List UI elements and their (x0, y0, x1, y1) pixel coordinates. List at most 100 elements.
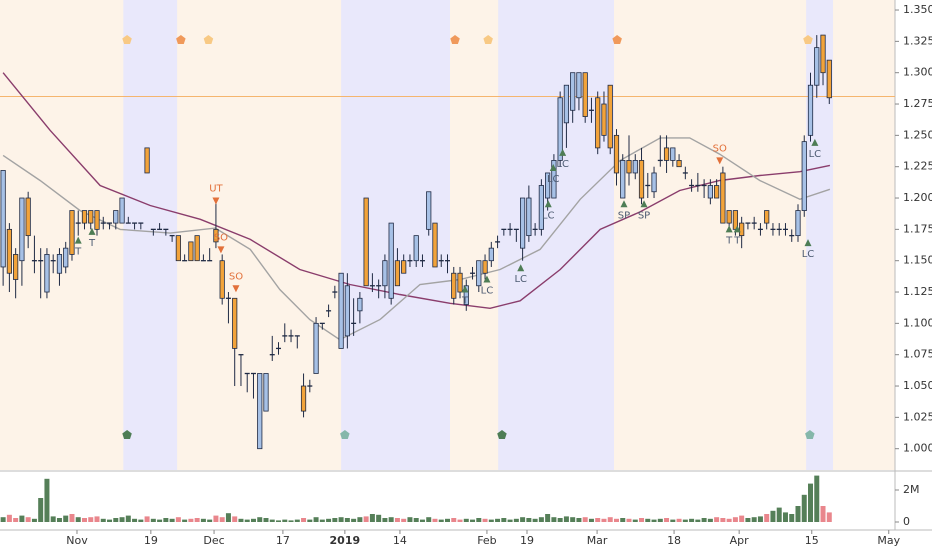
y-tick-label: 1.275 (903, 97, 932, 110)
volume-bar (607, 517, 613, 522)
candle-body (426, 191, 432, 230)
volume-bar (595, 518, 601, 522)
candle-body (739, 222, 745, 237)
volume-bar (651, 519, 657, 522)
candle-body (144, 147, 150, 174)
volume-bar (200, 518, 206, 522)
volume-bar (457, 519, 463, 522)
volume-bar (169, 518, 175, 522)
bottom-marker (497, 430, 507, 439)
volume-bar (369, 514, 375, 522)
top-marker (176, 35, 186, 44)
signal-label: SO (713, 143, 727, 154)
signal-triangle (212, 197, 220, 205)
volume-bar (100, 518, 106, 522)
candle-body (570, 72, 576, 111)
candle-body (388, 222, 394, 299)
candle-body (19, 197, 25, 262)
volume-bar (413, 518, 419, 522)
volume-bar (545, 514, 551, 522)
volume-bar (238, 518, 244, 522)
volume-bar (576, 518, 582, 522)
y-tick-label: 1.325 (903, 34, 932, 47)
y-tick-label: 1.025 (903, 410, 932, 423)
signal-triangle (559, 148, 567, 156)
x-tick-label: Apr (730, 534, 750, 547)
top-marker (450, 35, 460, 44)
volume-bar (282, 519, 288, 522)
x-tick-label: 2019 (330, 534, 361, 547)
candle-body (557, 97, 563, 161)
signal-triangle (725, 225, 733, 233)
candle-body (13, 254, 19, 280)
candle-body (88, 210, 94, 224)
volume-bar (620, 518, 626, 522)
candle-body (0, 170, 6, 268)
signal-label: SO (229, 271, 243, 282)
volume-bar (344, 518, 350, 522)
signal-triangle (544, 200, 552, 208)
volume-bar (463, 518, 469, 522)
signal-label: LC (481, 285, 494, 296)
y-tick-label: 1.225 (903, 160, 932, 173)
volume-bar (551, 517, 557, 522)
candle-body (463, 285, 469, 305)
volume-bar (538, 517, 544, 522)
volume-bar (0, 517, 6, 522)
candle-body (613, 134, 620, 174)
session-band (123, 0, 178, 470)
volume-bar (451, 518, 457, 522)
volume-bar (720, 518, 726, 522)
volume-bar (232, 516, 238, 522)
volume-bar (388, 517, 394, 522)
volume-bar (438, 519, 444, 522)
session-band (341, 0, 451, 470)
candle-body (401, 260, 407, 274)
volume-bar (138, 519, 144, 522)
signal-label: UT (209, 184, 223, 195)
volume-bar (726, 518, 732, 522)
volume-bar (445, 518, 450, 522)
y-tick-label: 1.250 (903, 128, 932, 141)
volume-bar (776, 507, 782, 522)
volume-bar (488, 519, 494, 522)
volume-bar (714, 517, 720, 522)
volume-bar (225, 513, 231, 522)
candle-body (707, 185, 713, 199)
signal-label: T (733, 235, 741, 246)
signal-triangle (733, 225, 741, 233)
volume-bar (507, 519, 513, 522)
candle-body (344, 285, 350, 337)
bottom-marker (340, 430, 350, 439)
volume-bar (732, 517, 738, 522)
volume-bar (56, 518, 62, 522)
volume-bar (338, 517, 344, 522)
volume-bar (682, 519, 688, 522)
signal-triangle (811, 138, 819, 146)
candle-body (25, 197, 31, 237)
candle-body (313, 322, 319, 374)
x-tick-label: 15 (805, 534, 819, 547)
volume-bar (276, 520, 282, 522)
signal-label: LC (542, 210, 555, 221)
candle-body (6, 228, 12, 274)
candle-body (545, 172, 551, 199)
candle-body (488, 247, 494, 262)
volume-bar (44, 478, 50, 522)
signal-label: SP (618, 210, 630, 221)
volume-bar (150, 518, 156, 522)
candle-body (720, 172, 726, 224)
y-tick-label: 1.100 (903, 316, 932, 329)
volume-bar (801, 494, 807, 522)
candle-body (651, 172, 657, 193)
candle-body (476, 260, 482, 287)
candle-body (582, 72, 588, 117)
signal-triangle (620, 200, 628, 208)
volume-bar (751, 517, 757, 522)
volume-bar (31, 518, 37, 522)
volume-bar (88, 517, 94, 522)
y-tick-label: 1.150 (903, 254, 932, 267)
candle-body (194, 235, 200, 262)
volume-bar (25, 517, 31, 522)
